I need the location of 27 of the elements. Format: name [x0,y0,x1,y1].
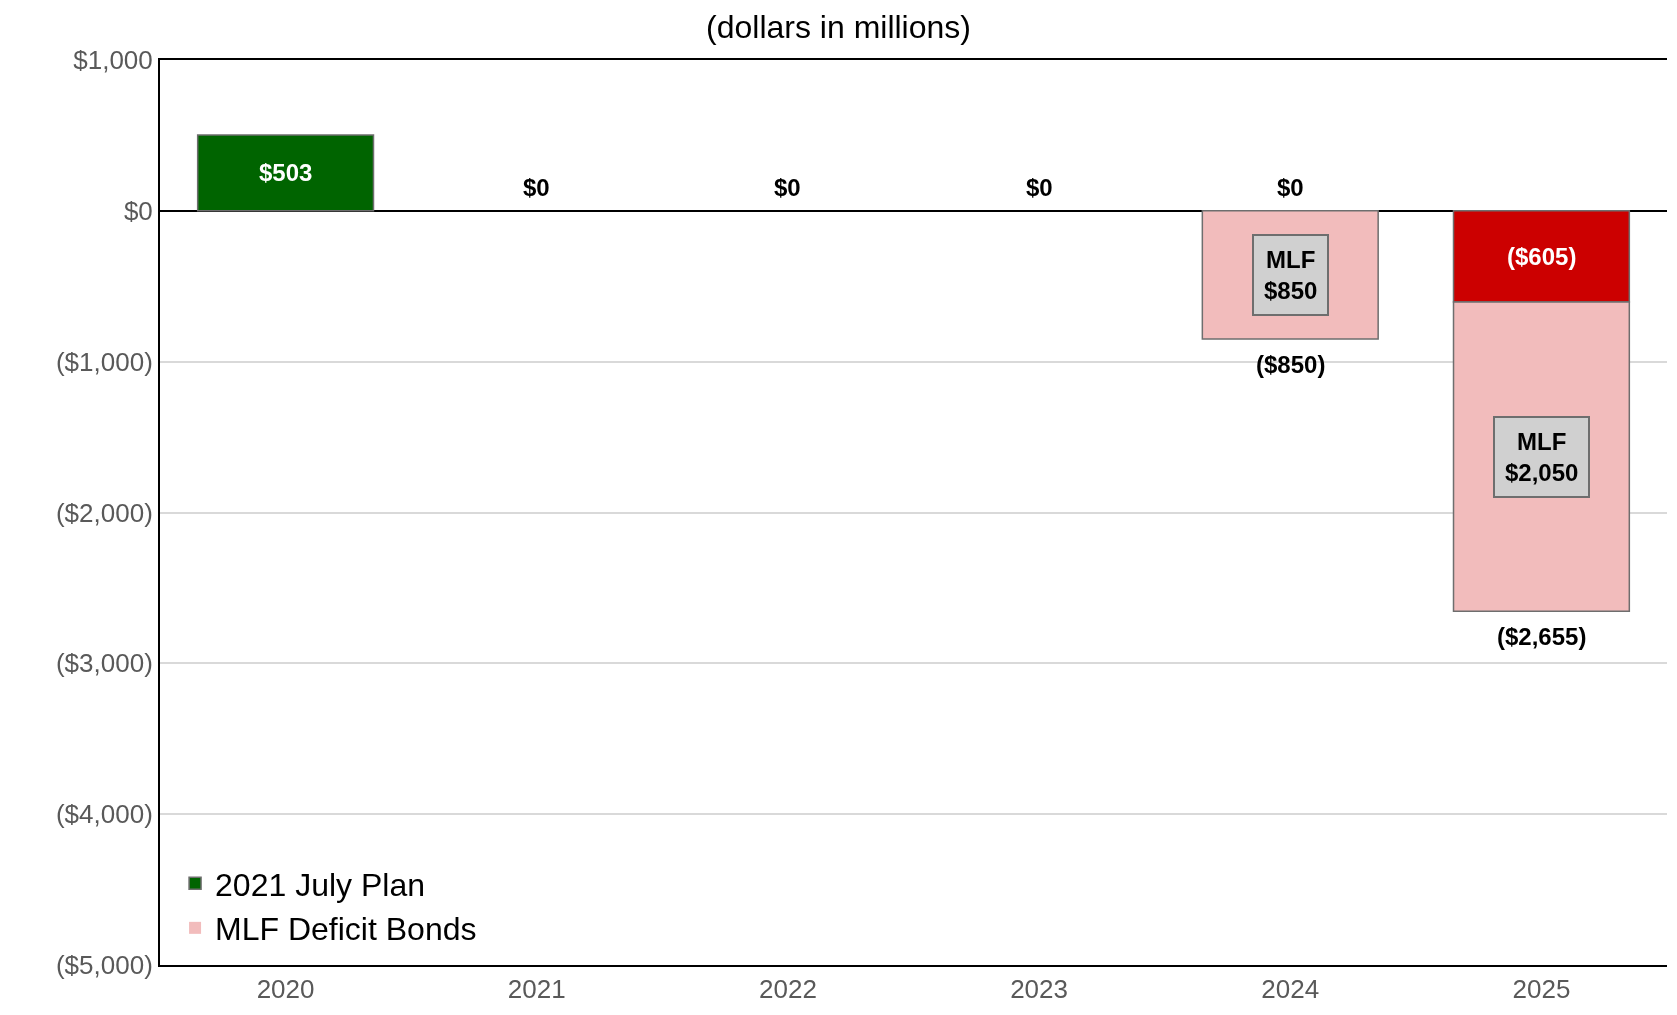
data-label: $0 [774,174,801,201]
x-tick-label: 2025 [1512,974,1571,1005]
y-tick-label: ($2,000) [55,497,153,528]
legend-label: MLF Deficit Bonds [215,911,477,948]
y-tick-label: ($5,000) [55,950,153,981]
bar [196,134,375,212]
x-tick-label: 2023 [1010,974,1068,1005]
data-label: $503 [259,159,313,186]
y-tick-label: ($4,000) [55,799,153,830]
data-label: $0 [1277,174,1304,201]
y-tick-label: ($3,000) [55,648,153,679]
x-tick-label: 2020 [256,974,315,1005]
data-label: $0 [1026,174,1053,201]
total-label: ($2,655) [1497,623,1587,650]
y-tick-label: ($1,000) [55,346,153,377]
y-tick-label: $1,000 [73,45,153,76]
y-tick-label: $0 [123,195,153,226]
x-tick-label: 2022 [759,974,817,1005]
total-label: ($850) [1256,351,1326,378]
data-label: MLF $850 [1264,246,1318,305]
data-label: ($605) [1507,243,1577,270]
data-label: MLF $2,050 [1505,428,1579,487]
chart-title: (dollars in millions) [706,8,971,45]
x-tick-label: 2024 [1261,974,1320,1005]
data-label: $0 [523,174,550,201]
x-tick-label: 2021 [507,974,566,1005]
legend-label: 2021 July Plan [215,866,425,903]
